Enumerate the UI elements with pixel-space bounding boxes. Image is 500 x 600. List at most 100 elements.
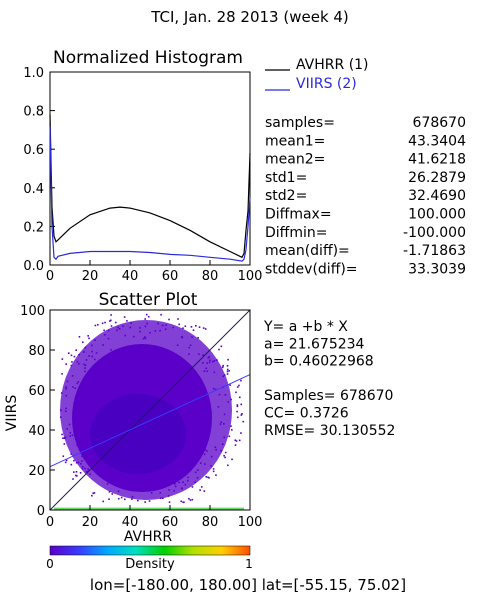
region-footer: lon=[-180.00, 180.00] lat=[-55.15, 75.02… [90, 576, 406, 594]
scatter-speckle [110, 325, 113, 327]
scatter-speckle [213, 371, 216, 374]
scatter-speckle [117, 490, 120, 493]
scatter-speckle [71, 375, 74, 377]
scatter-speckle [182, 481, 184, 483]
scatter-xtick-label: 40 [122, 515, 139, 530]
scatter-speckle [60, 416, 62, 418]
hist-ytick-label: 0.4 [23, 182, 44, 197]
scatter-speckle [234, 439, 237, 441]
stat-label: mean(diff)= [265, 243, 350, 259]
scatter-speckle [167, 495, 170, 497]
scatter-speckle [68, 423, 71, 426]
scatter-speckle [204, 463, 206, 465]
scatter-speckle [85, 459, 87, 462]
scatter-speckle [227, 401, 230, 403]
scatter-speckle [195, 324, 197, 327]
scatter-speckle [242, 420, 245, 423]
scatter-speckle [72, 413, 75, 416]
scatter-speckle [240, 379, 242, 382]
scatter-speckle [222, 375, 225, 378]
scatter-xtick-label: 100 [238, 515, 263, 530]
scatter-xtick-label: 20 [82, 515, 99, 530]
scatter-speckle [61, 433, 63, 436]
scatter-speckle [187, 479, 189, 482]
scatter-speckle [174, 485, 177, 488]
hist-series-avhrr [49, 114, 251, 259]
scatter-speckle [202, 327, 205, 329]
scatter-speckle [149, 331, 151, 334]
scatter-speckle [198, 353, 200, 355]
scatter-speckle [64, 410, 67, 413]
scatter-speckle [131, 495, 134, 498]
colorbar-gradient [49, 545, 251, 556]
scatter-speckle [164, 328, 167, 331]
scatter-speckle [191, 486, 194, 488]
scatter-speckle [83, 440, 86, 442]
scatter-speckle [154, 330, 157, 332]
scatter-speckle [110, 348, 112, 351]
scatter-title: Scatter Plot [99, 290, 198, 310]
hist-xtick-label: 0 [46, 269, 54, 284]
scatter-panel: Scatter Plot 0 20 40 60 80 100 0 20 40 60 80 100 AV… [4, 290, 262, 545]
scatter-speckle [77, 461, 80, 464]
scatter-speckle [81, 455, 83, 458]
scatter-speckle [224, 394, 227, 396]
scatter-speckle [222, 364, 224, 367]
scatter-speckle [202, 362, 204, 364]
scatter-speckle [143, 336, 146, 338]
scatter-speckle [139, 327, 141, 329]
scatter-speckle [165, 324, 167, 326]
scatter-speckle [223, 423, 225, 425]
fit-stat-line: CC= 0.3726 [264, 406, 349, 422]
scatter-speckle [182, 501, 184, 504]
scatter-speckle [84, 467, 86, 470]
scatter-speckle [212, 470, 215, 473]
scatter-speckle [79, 471, 82, 474]
scatter-speckle [238, 384, 240, 387]
scatter-speckle [90, 466, 93, 469]
scatter-speckle [132, 335, 135, 338]
scatter-speckle [120, 496, 123, 499]
stat-value: 678670 [413, 115, 466, 131]
scatter-speckle [102, 500, 105, 503]
scatter-speckle [61, 373, 63, 375]
scatter-speckle [241, 413, 243, 415]
scatter-speckle [150, 492, 153, 494]
fit-stat-line: RMSE= 30.130552 [264, 423, 395, 439]
scatter-speckle [148, 500, 151, 502]
scatter-speckle [81, 467, 84, 470]
scatter-xtick-label: 0 [46, 515, 54, 530]
scatter-speckle [102, 468, 104, 471]
scatter-speckle [196, 469, 199, 471]
scatter-speckle [161, 324, 164, 327]
scatter-speckle [159, 492, 162, 494]
scatter-speckle [229, 384, 231, 386]
scatter-speckle [62, 437, 64, 439]
scatter-speckle [142, 337, 145, 340]
scatter-speckle [240, 414, 243, 416]
scatter-speckle [123, 316, 126, 318]
scatter-speckle [142, 484, 145, 487]
scatter-speckle [81, 341, 84, 344]
scatter-speckle [109, 320, 111, 322]
scatter-speckle [224, 451, 227, 454]
scatter-speckle [240, 432, 242, 434]
scatter-speckle [78, 335, 81, 338]
scatter-speckle [77, 389, 80, 392]
scatter-speckle [147, 315, 150, 318]
scatter-speckle [198, 326, 201, 328]
scatter-speckle [141, 485, 143, 488]
scatter-speckle [84, 346, 87, 349]
scatter-speckle [65, 394, 68, 397]
scatter-speckle [223, 436, 226, 439]
scatter-frame [49, 309, 251, 511]
scatter-speckle [93, 358, 96, 361]
stat-label: mean2= [265, 152, 325, 168]
scatter-speckle [113, 478, 116, 481]
scatter-speckle [206, 450, 208, 452]
scatter-speckle [88, 355, 90, 357]
scatter-speckle [129, 326, 132, 329]
scatter-speckle [95, 352, 98, 354]
scatter-speckle [174, 483, 176, 485]
